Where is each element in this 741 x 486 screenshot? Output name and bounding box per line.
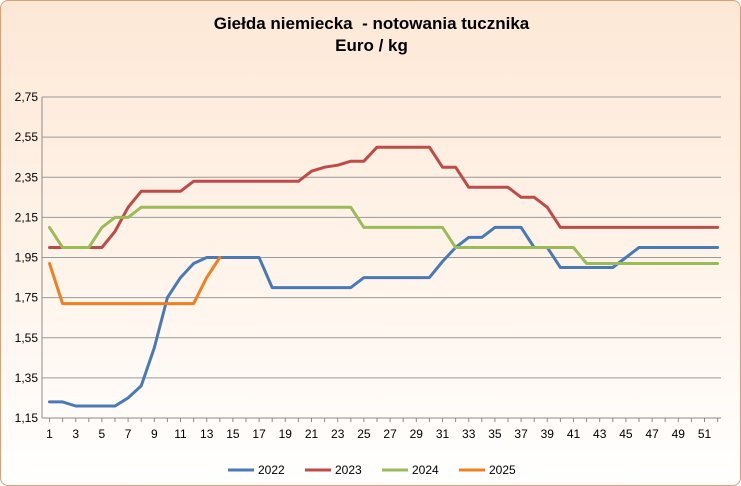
legend-label-2023: 2023	[335, 463, 362, 477]
x-tick-label: 43	[593, 427, 607, 441]
x-tick-label: 19	[279, 427, 293, 441]
legend-label-2022: 2022	[258, 463, 285, 477]
x-tick-label: 5	[99, 427, 106, 441]
x-tick-label: 37	[514, 427, 528, 441]
series-line-2022	[48, 225, 720, 408]
x-tick-label: 39	[541, 427, 555, 441]
x-tick-label: 49	[672, 427, 686, 441]
x-tick-label: 29	[410, 427, 424, 441]
x-tick-label: 41	[567, 427, 581, 441]
x-tick-label: 45	[619, 427, 633, 441]
x-tick-label: 33	[462, 427, 476, 441]
x-tick-label: 23	[331, 427, 345, 441]
series-line-2024	[48, 205, 720, 265]
y-tick-label: 1,35	[15, 371, 39, 385]
x-tick-label: 21	[305, 427, 319, 441]
x-tick-label: 27	[383, 427, 397, 441]
series-line-2023	[48, 145, 720, 249]
x-tick-label: 13	[200, 427, 214, 441]
x-tick-label: 7	[125, 427, 132, 441]
legend-label-2024: 2024	[412, 463, 439, 477]
y-tick-label: 1,55	[15, 331, 39, 345]
y-tick-label: 2,55	[15, 130, 39, 144]
legend-label-2025: 2025	[489, 463, 516, 477]
x-tick-label: 51	[698, 427, 712, 441]
x-tick-label: 31	[436, 427, 450, 441]
series-line-2025	[48, 256, 222, 306]
x-tick-label: 9	[151, 427, 158, 441]
y-tick-label: 2,75	[15, 90, 39, 104]
x-tick-label: 17	[252, 427, 266, 441]
x-tick-label: 25	[357, 427, 371, 441]
chart-title: Giełda niemiecka - notowania tucznika	[213, 14, 530, 33]
y-tick-label: 1,95	[15, 251, 39, 265]
y-tick-label: 2,35	[15, 170, 39, 184]
x-tick-label: 1	[46, 427, 53, 441]
y-tick-label: 2,15	[15, 210, 39, 224]
x-tick-label: 35	[488, 427, 502, 441]
x-tick-label: 11	[174, 427, 187, 441]
chart-title-block: Giełda niemiecka - notowania tucznika Eu…	[1, 13, 740, 57]
y-tick-label: 1,15	[15, 411, 39, 425]
y-tick-label: 1,75	[15, 291, 39, 305]
chart-subtitle: Euro / kg	[335, 36, 408, 55]
x-tick-label: 15	[226, 427, 240, 441]
x-tick-label: 3	[72, 427, 79, 441]
x-tick-label: 47	[645, 427, 659, 441]
